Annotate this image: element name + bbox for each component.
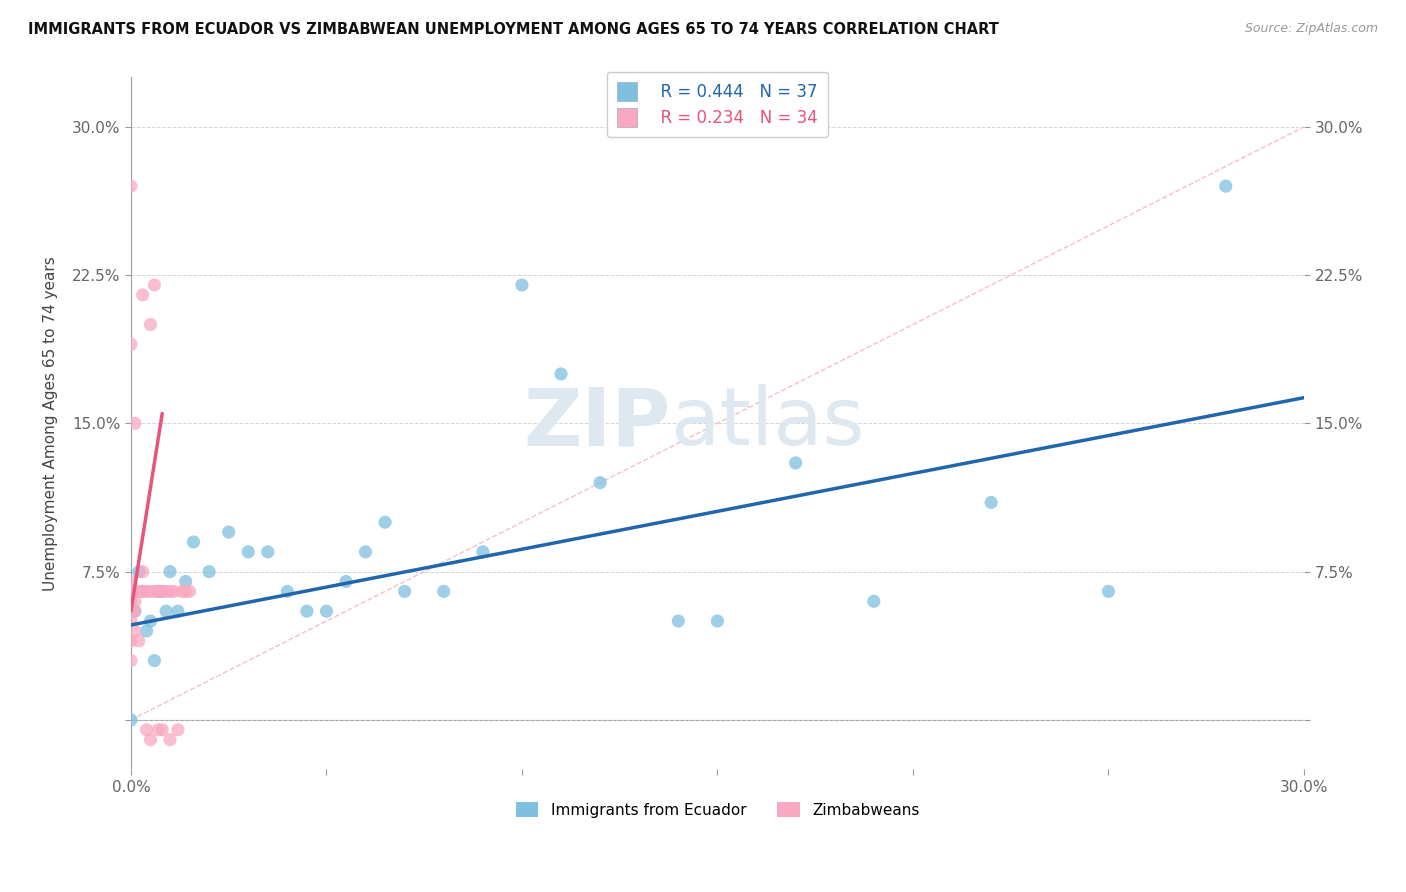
Point xyxy=(148,723,170,737)
Point xyxy=(139,318,162,332)
Text: IMMIGRANTS FROM ECUADOR VS ZIMBABWEAN UNEMPLOYMENT AMONG AGES 65 TO 74 YEARS COR: IMMIGRANTS FROM ECUADOR VS ZIMBABWEAN UN… xyxy=(28,22,1000,37)
Point xyxy=(706,614,728,628)
Point xyxy=(124,604,146,618)
Point xyxy=(148,584,170,599)
Point xyxy=(120,654,142,668)
Point xyxy=(163,584,186,599)
Point xyxy=(135,584,157,599)
Point xyxy=(128,633,150,648)
Point xyxy=(174,584,197,599)
Point xyxy=(148,584,170,599)
Point xyxy=(335,574,357,589)
Point xyxy=(295,604,318,618)
Point xyxy=(166,723,188,737)
Point xyxy=(120,594,142,608)
Point xyxy=(1097,584,1119,599)
Point xyxy=(315,604,337,618)
Point xyxy=(218,525,240,540)
Point xyxy=(120,713,142,727)
Point xyxy=(174,574,197,589)
Point xyxy=(124,604,146,618)
Point xyxy=(433,584,456,599)
Point xyxy=(124,584,146,599)
Point xyxy=(139,732,162,747)
Point xyxy=(120,584,142,599)
Legend: Immigrants from Ecuador, Zimbabweans: Immigrants from Ecuador, Zimbabweans xyxy=(509,796,925,824)
Point xyxy=(120,633,142,648)
Point xyxy=(139,584,162,599)
Point xyxy=(394,584,416,599)
Point xyxy=(120,604,142,618)
Point xyxy=(143,584,166,599)
Point xyxy=(276,584,298,599)
Point xyxy=(183,535,205,549)
Point xyxy=(589,475,612,490)
Point xyxy=(150,584,173,599)
Point xyxy=(150,584,173,599)
Point xyxy=(124,624,146,638)
Point xyxy=(238,545,260,559)
Point xyxy=(131,288,153,302)
Point xyxy=(159,584,181,599)
Point xyxy=(150,723,173,737)
Text: ZIP: ZIP xyxy=(523,384,671,462)
Point xyxy=(179,584,201,599)
Point xyxy=(143,278,166,293)
Point xyxy=(143,654,166,668)
Point xyxy=(120,604,142,618)
Text: Source: ZipAtlas.com: Source: ZipAtlas.com xyxy=(1244,22,1378,36)
Point xyxy=(135,624,157,638)
Point xyxy=(128,565,150,579)
Point xyxy=(510,278,533,293)
Point xyxy=(135,723,157,737)
Point xyxy=(198,565,221,579)
Point xyxy=(120,584,142,599)
Text: atlas: atlas xyxy=(671,384,865,462)
Point xyxy=(155,584,177,599)
Point xyxy=(124,594,146,608)
Point xyxy=(170,584,193,599)
Point xyxy=(785,456,807,470)
Y-axis label: Unemployment Among Ages 65 to 74 years: Unemployment Among Ages 65 to 74 years xyxy=(44,256,58,591)
Point xyxy=(256,545,278,559)
Point xyxy=(120,337,142,351)
Point xyxy=(471,545,494,559)
Point xyxy=(120,574,142,589)
Point xyxy=(128,584,150,599)
Point xyxy=(980,495,1002,509)
Point xyxy=(159,732,181,747)
Point xyxy=(155,604,177,618)
Point xyxy=(159,565,181,579)
Point xyxy=(139,614,162,628)
Point xyxy=(166,604,188,618)
Point xyxy=(374,515,396,529)
Point xyxy=(120,614,142,628)
Point xyxy=(666,614,689,628)
Point xyxy=(1215,179,1237,194)
Point xyxy=(120,179,142,194)
Point xyxy=(124,417,146,431)
Point xyxy=(131,565,153,579)
Point xyxy=(550,367,572,381)
Point xyxy=(131,584,153,599)
Point xyxy=(131,584,153,599)
Point xyxy=(863,594,886,608)
Point xyxy=(354,545,377,559)
